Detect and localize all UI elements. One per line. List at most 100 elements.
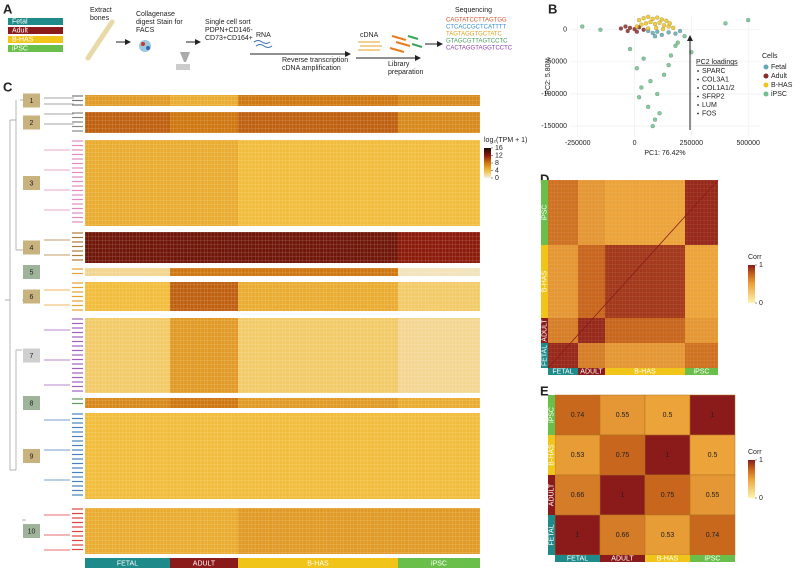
matrix-cell bbox=[554, 394, 601, 436]
value-label: 0.53 bbox=[661, 532, 675, 539]
value-label: 0.55 bbox=[706, 492, 720, 499]
cell-texture bbox=[85, 398, 480, 408]
cluster-label: 2 bbox=[30, 120, 34, 127]
point bbox=[634, 66, 639, 71]
point bbox=[655, 29, 660, 34]
legend-marker bbox=[763, 82, 769, 88]
annotation-item: SPARC bbox=[702, 68, 726, 75]
value-label: 1 bbox=[711, 412, 715, 419]
group-label: ADULT bbox=[193, 560, 216, 567]
step-text: CD73+CD164+ bbox=[205, 35, 253, 42]
legend-marker bbox=[763, 91, 769, 97]
panel-a: A Extract bones Collagenase digest Stain… bbox=[3, 1, 513, 75]
point bbox=[648, 19, 653, 25]
point bbox=[666, 62, 671, 68]
group-bar bbox=[605, 368, 685, 375]
point bbox=[657, 20, 662, 25]
point bbox=[646, 26, 651, 31]
bullet bbox=[697, 87, 699, 89]
value-label: 0.5 bbox=[663, 412, 673, 419]
panel-label: D bbox=[540, 171, 549, 186]
group-label: B-HAS bbox=[548, 444, 555, 466]
point bbox=[673, 31, 678, 36]
value-label: 0.75 bbox=[616, 452, 630, 459]
cell-texture bbox=[85, 282, 480, 311]
value-label: 0.66 bbox=[616, 532, 630, 539]
matrix-cell bbox=[689, 474, 736, 516]
point bbox=[634, 24, 639, 29]
y-tick-label: -150000 bbox=[541, 123, 567, 130]
cell-texture bbox=[85, 318, 480, 393]
group-label: ADULT bbox=[548, 483, 555, 506]
cluster-box bbox=[23, 449, 40, 463]
group-label: FETAL bbox=[548, 524, 555, 545]
point bbox=[618, 26, 624, 31]
diagonal bbox=[547, 179, 719, 369]
point bbox=[634, 29, 639, 34]
cell-texture bbox=[85, 112, 480, 133]
legend-label: Adult bbox=[12, 28, 28, 35]
legend-swatch bbox=[8, 45, 63, 52]
colorbar-tick-label: 0 bbox=[759, 300, 763, 307]
group-bar bbox=[541, 245, 548, 318]
cluster-label: 7 bbox=[30, 353, 34, 360]
annotation-item: SFRP2 bbox=[702, 93, 725, 100]
y-tick-label: 0 bbox=[563, 27, 567, 34]
step-text: Library bbox=[388, 61, 410, 68]
group-label: ADULT bbox=[611, 556, 634, 563]
cell-texture bbox=[85, 95, 480, 106]
cluster-box bbox=[23, 93, 40, 108]
step-text: Collagenase bbox=[136, 11, 175, 18]
point bbox=[641, 56, 646, 61]
colorbar bbox=[484, 148, 491, 178]
step-text: Reverse transcription bbox=[282, 57, 348, 64]
value-label: 0.75 bbox=[661, 492, 675, 499]
cluster-label: 8 bbox=[30, 400, 34, 407]
panel-label: A bbox=[3, 1, 13, 16]
group-label: ADULT bbox=[541, 319, 548, 342]
group-bar bbox=[541, 343, 548, 368]
cells-icon bbox=[141, 42, 145, 46]
point bbox=[627, 25, 633, 30]
group-bar bbox=[600, 555, 645, 562]
point bbox=[675, 40, 680, 45]
step-text: bones bbox=[90, 15, 110, 22]
annotation-item: COL1A1/2 bbox=[702, 85, 735, 92]
matrix-cell bbox=[644, 474, 691, 516]
x-tick-label: 250000 bbox=[680, 140, 703, 147]
point bbox=[650, 16, 655, 21]
value-label: 1 bbox=[666, 452, 670, 459]
legend-swatch bbox=[8, 36, 63, 43]
cluster-label: 3 bbox=[30, 180, 34, 187]
group-bar bbox=[238, 558, 398, 568]
point bbox=[667, 21, 672, 26]
point bbox=[655, 15, 660, 20]
step-text: cDNA bbox=[360, 32, 379, 39]
cells-icon bbox=[146, 46, 150, 50]
point bbox=[636, 18, 642, 23]
matrix-cell bbox=[644, 394, 691, 436]
step-text: preparation bbox=[388, 69, 424, 76]
point bbox=[650, 30, 655, 36]
cluster-label: 10 bbox=[28, 528, 36, 535]
step-text: cDNA amplification bbox=[282, 65, 341, 72]
cluster-box bbox=[23, 115, 40, 130]
group-bar bbox=[685, 368, 718, 375]
legend-label: B-HAS bbox=[771, 82, 793, 89]
point bbox=[652, 34, 658, 39]
matrix-cell bbox=[644, 434, 691, 476]
read-text: CACTAGGTAGGTCCTC bbox=[446, 46, 513, 52]
point bbox=[661, 72, 667, 77]
plate-icon bbox=[176, 64, 190, 70]
cell-texture bbox=[85, 268, 480, 276]
legend-label: B-HAS bbox=[12, 37, 34, 44]
panel-label: C bbox=[3, 79, 13, 94]
value-label: 0.53 bbox=[571, 452, 585, 459]
group-label: ADULT bbox=[580, 369, 603, 376]
group-bar bbox=[170, 558, 238, 568]
cluster-box bbox=[23, 396, 40, 410]
value-label: 1 bbox=[621, 492, 625, 499]
point bbox=[646, 104, 651, 109]
library-icon bbox=[407, 35, 423, 48]
x-axis-label: PC1: 76.42% bbox=[644, 150, 685, 157]
